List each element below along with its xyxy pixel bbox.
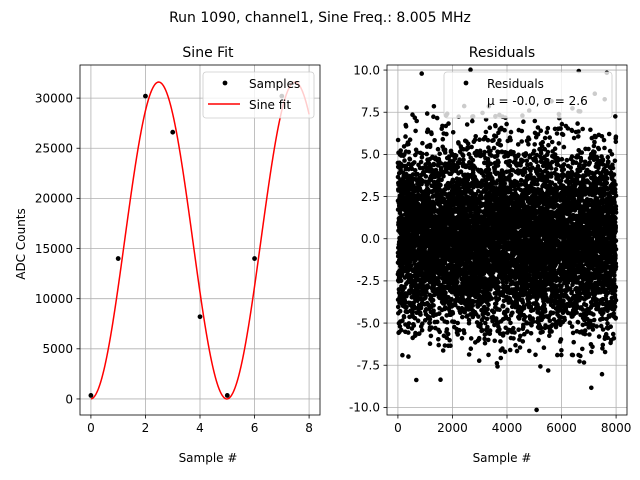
- sine-fit-ytick-label-5: 25000: [35, 142, 73, 156]
- residuals-ytick-label-0: -10.0: [349, 401, 380, 415]
- residuals-title: Residuals: [469, 45, 535, 61]
- sample-point-6: [252, 256, 257, 261]
- residuals-legend-box: [443, 71, 613, 119]
- residuals-ytick-label-5: 2.5: [361, 190, 380, 204]
- sine-fit-axes: Sine Fit 0 2 4 6 8 0 5000 10000 15000 20000 25000 3…: [14, 45, 321, 465]
- residuals-axes: Residuals 0 2000 4000 6000 8000 -10.0 -7.5 -5.0…: [349, 45, 631, 465]
- sine-fit-xlabel: Sample #: [179, 451, 238, 465]
- legend-residuals-marker: [463, 80, 469, 86]
- legend-sine-fit-label: Sine fit: [249, 98, 291, 112]
- residuals-xtick-label-3: 6000: [546, 421, 577, 435]
- residuals-xtick-label-2: 4000: [492, 421, 523, 435]
- sample-point-5: [224, 393, 230, 398]
- legend-residuals-stats: μ = -0.0, σ = 2.6: [487, 94, 588, 108]
- sample-point-0: [88, 393, 94, 398]
- residuals-frame: [386, 64, 628, 416]
- residuals-ytick-label-6: 5.0: [361, 148, 380, 162]
- residuals-xtick-label-0: 0: [394, 421, 402, 435]
- residuals-data: [395, 67, 619, 413]
- legend-samples-label: Samples: [249, 77, 300, 91]
- sine-fit-grid: [80, 65, 320, 415]
- residuals-ytick-label-1: -7.5: [357, 359, 380, 373]
- sample-point-3: [170, 129, 176, 135]
- sample-point-1: [115, 256, 121, 261]
- sine-fit-curve: [90, 81, 310, 400]
- sine-fit-ytick-label-0: 0: [65, 392, 73, 406]
- residuals-xlabel: Sample #: [473, 451, 532, 465]
- residuals-ytick-label-8: 10.0: [353, 63, 380, 77]
- residuals-xtick-label-4: 8000: [601, 421, 632, 435]
- residuals-ytick-label-2: -5.0: [357, 316, 380, 330]
- sine-fit-frame: [79, 64, 321, 416]
- sine-fit-xtick-label-4: 8: [305, 421, 313, 435]
- sine-fit-xtick-label-1: 2: [142, 421, 150, 435]
- residuals-xtick-label-1: 2000: [437, 421, 468, 435]
- sample-point-4: [197, 314, 203, 320]
- sine-fit-ytick-label-4: 20000: [35, 192, 73, 206]
- sine-fit-ytick-label-3: 15000: [35, 242, 73, 256]
- sine-fit-xtick-label-3: 6: [251, 421, 259, 435]
- residuals-ytick-label-3: -2.5: [357, 274, 380, 288]
- sine-fit-legend: Samples Sine fit: [202, 71, 315, 119]
- residuals-legend: Residuals μ = -0.0, σ = 2.6: [443, 71, 613, 119]
- sine-fit-xtick-label-0: 0: [87, 421, 95, 435]
- sine-fit-ytick-label-1: 5000: [42, 342, 73, 356]
- sine-fit-title: Sine Fit: [182, 45, 234, 61]
- sine-fit-ytick-label-6: 30000: [35, 91, 73, 105]
- legend-residuals-label: Residuals: [487, 77, 544, 91]
- residuals-ytick-label-4: 0.0: [361, 232, 380, 246]
- sine-fit-ticks: 0 2 4 6 8 0 5000 10000 15000 20000 25000 30000: [35, 91, 313, 435]
- sine-fit-legend-box: [202, 71, 315, 119]
- sine-fit-xtick-label-2: 4: [196, 421, 204, 435]
- residuals-ytick-label-7: 7.5: [361, 106, 380, 120]
- residual-points: [395, 67, 619, 413]
- legend-samples-marker: [222, 80, 228, 86]
- sample-point-2: [143, 93, 148, 99]
- sine-fit-data: [88, 81, 310, 400]
- sine-fit-ylabel: ADC Counts: [14, 208, 28, 280]
- sine-fit-ytick-label-2: 10000: [35, 292, 73, 306]
- residuals-ticks: 0 2000 4000 6000 8000 -10.0 -7.5 -5.0 -2.5 0.0 2.5…: [349, 63, 631, 435]
- figure-suptitle: Run 1090, channel1, Sine Freq.: 8.005 MH…: [169, 10, 471, 26]
